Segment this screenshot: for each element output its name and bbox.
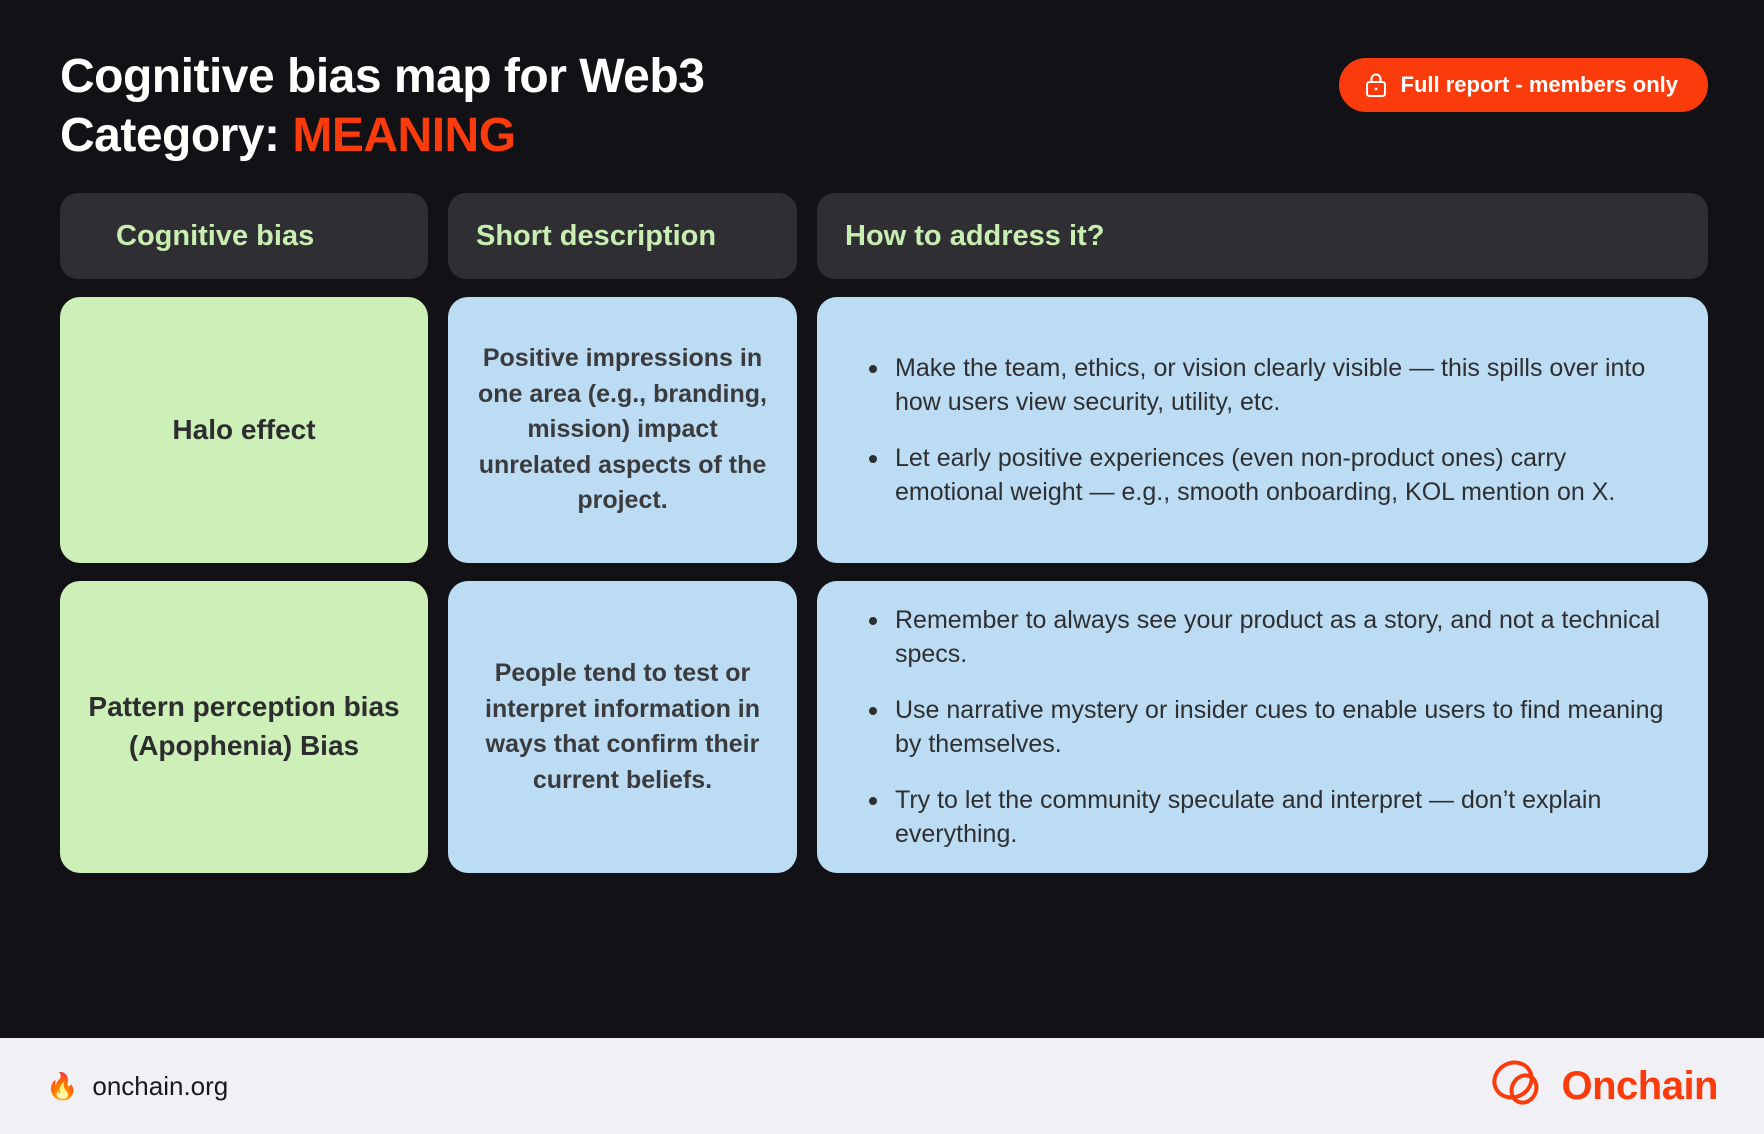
- column-header-how-to-address: How to address it?: [817, 193, 1708, 280]
- title-line-1: Cognitive bias map for Web3: [60, 50, 705, 103]
- list-item: Remember to always see your product as a…: [857, 603, 1674, 671]
- header: Cognitive bias map for Web3 Category: ME…: [0, 0, 1764, 165]
- column-header-cognitive-bias: Cognitive bias: [60, 193, 428, 280]
- table-row: Pattern perception bias (Apophenia) Bias…: [60, 581, 1708, 874]
- badge-label: Full report - members only: [1400, 72, 1679, 97]
- bias-address-cell: Remember to always see your product as a…: [817, 581, 1708, 874]
- column-header-short-description: Short description: [448, 193, 797, 280]
- fire-icon: 🔥: [46, 1071, 79, 1101]
- footer: 🔥 onchain.org Onchain: [0, 1038, 1764, 1134]
- bias-name-cell: Halo effect: [60, 297, 428, 564]
- footer-site[interactable]: 🔥 onchain.org: [46, 1071, 228, 1102]
- bias-table: Cognitive bias Short description How to …: [0, 165, 1764, 874]
- table-row: Halo effect Positive impressions in one …: [60, 297, 1708, 564]
- page-title: Cognitive bias map for Web3 Category: ME…: [60, 48, 705, 166]
- lock-icon: [1365, 72, 1387, 98]
- bias-address-cell: Make the team, ethics, or vision clearly…: [817, 297, 1708, 564]
- bias-name-cell: Pattern perception bias (Apophenia) Bias: [60, 581, 428, 874]
- site-label: onchain.org: [92, 1070, 229, 1101]
- list-item: Make the team, ethics, or vision clearly…: [857, 351, 1674, 419]
- brand-name: Onchain: [1561, 1063, 1718, 1108]
- list-item: Let early positive experiences (even non…: [857, 441, 1674, 509]
- category-label: Category:: [60, 108, 293, 162]
- full-report-members-badge[interactable]: Full report - members only: [1338, 58, 1708, 112]
- category-value: MEANING: [292, 108, 516, 162]
- onchain-loop-logo-icon: [1491, 1058, 1547, 1115]
- list-item: Use narrative mystery or insider cues to…: [857, 693, 1674, 761]
- title-line-2: Category: MEANING: [60, 107, 704, 166]
- bias-description-cell: Positive impressions in one area (e.g., …: [448, 297, 797, 564]
- spacer: [0, 855, 1764, 1038]
- table-header-row: Cognitive bias Short description How to …: [60, 193, 1708, 280]
- list-item: Try to let the community speculate and i…: [857, 783, 1674, 851]
- address-bullet-list: Make the team, ethics, or vision clearly…: [857, 351, 1674, 509]
- bias-description-cell: People tend to test or interpret informa…: [448, 581, 797, 874]
- address-bullet-list: Remember to always see your product as a…: [857, 603, 1674, 851]
- onchain-brand[interactable]: Onchain: [1491, 1058, 1718, 1115]
